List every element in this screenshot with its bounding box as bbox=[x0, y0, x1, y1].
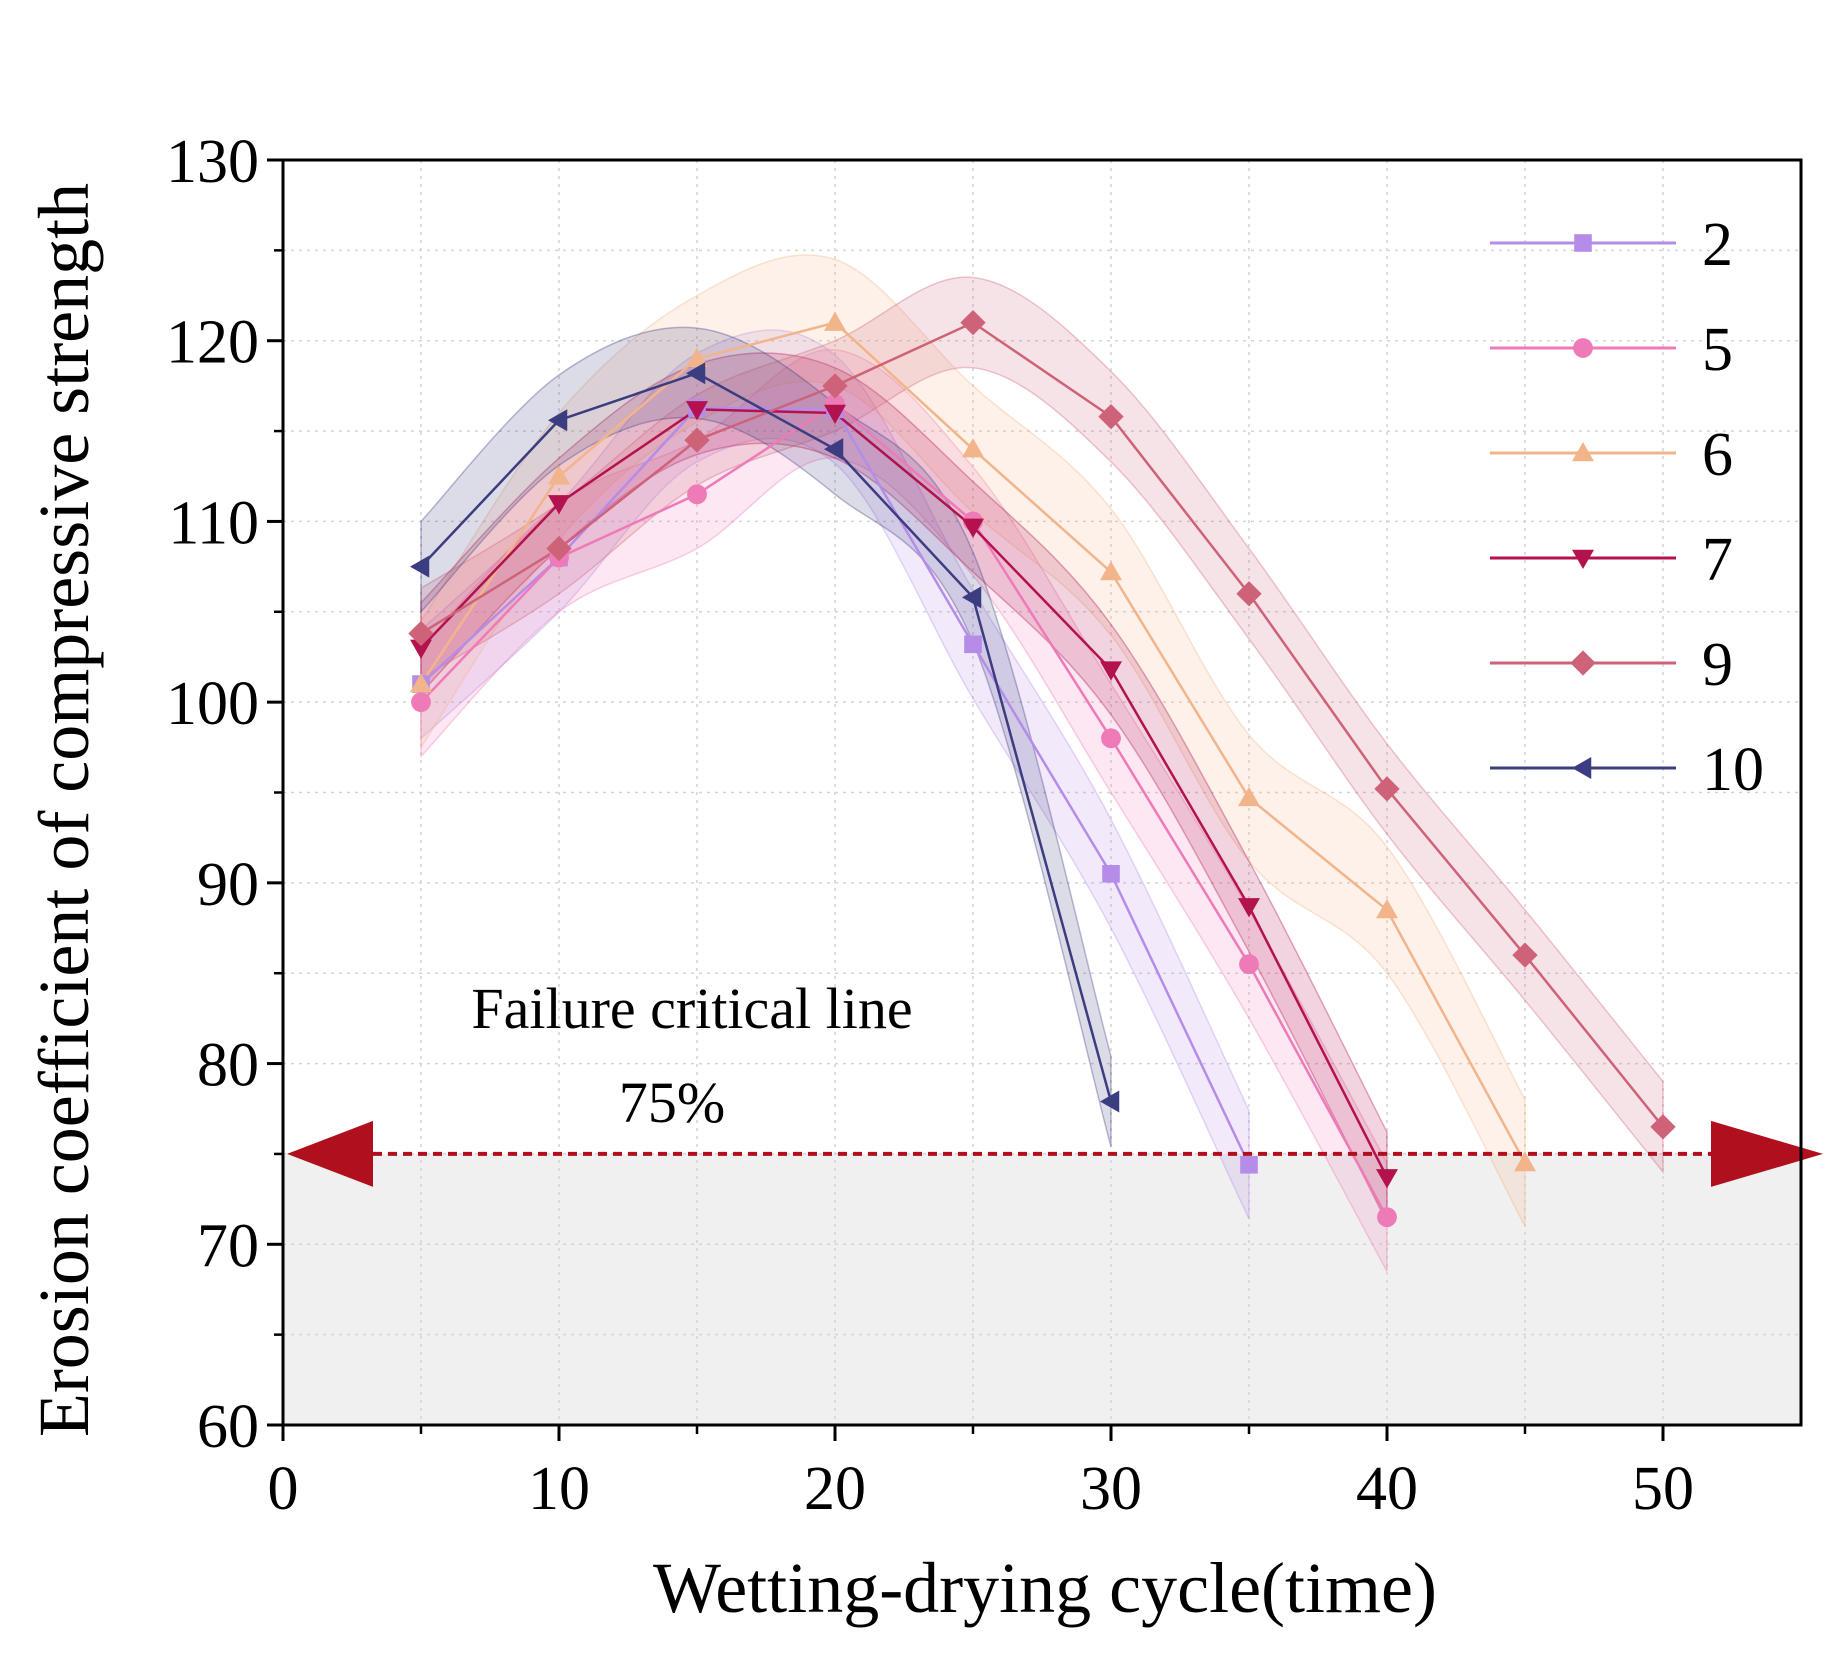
series-markers bbox=[408, 309, 1676, 1228]
legend-label-10: 10 bbox=[1702, 736, 1764, 804]
point-series-5-x30 bbox=[1101, 728, 1121, 749]
y-tick-label: 120 bbox=[166, 309, 259, 377]
point-series-10-x20 bbox=[824, 438, 844, 461]
legend-marker-7 bbox=[1572, 549, 1594, 569]
band-series-5 bbox=[420, 349, 1388, 1272]
point-series-9-x10 bbox=[546, 535, 572, 562]
y-tick-label: 90 bbox=[197, 851, 259, 919]
band-series-10 bbox=[420, 326, 1112, 1147]
point-series-6-x30 bbox=[1100, 561, 1122, 581]
y-tick-label: 60 bbox=[197, 1393, 259, 1461]
point-series-7-x5 bbox=[410, 639, 432, 659]
y-tick-label: 100 bbox=[166, 670, 259, 738]
point-series-7-x30 bbox=[1100, 661, 1122, 681]
point-series-6-x25 bbox=[962, 438, 984, 458]
critical-arrow-right bbox=[1711, 1120, 1823, 1187]
point-series-9-x50 bbox=[1650, 1114, 1676, 1140]
legend-label-9: 9 bbox=[1702, 631, 1733, 699]
point-series-10-x10 bbox=[548, 409, 568, 432]
point-series-9-x45 bbox=[1512, 942, 1538, 968]
line-series-5 bbox=[420, 402, 1389, 1218]
failure-zone bbox=[283, 1153, 1801, 1425]
point-series-9-x30 bbox=[1098, 403, 1124, 430]
y-tick-label: 130 bbox=[166, 128, 259, 196]
point-series-6-x15 bbox=[686, 347, 708, 368]
grid bbox=[283, 160, 1801, 1425]
point-series-6-x40 bbox=[1376, 898, 1398, 919]
point-series-2-x25 bbox=[964, 635, 982, 654]
line-series-10 bbox=[420, 371, 1113, 1102]
legend-marker-5 bbox=[1573, 338, 1593, 358]
point-series-7-x15 bbox=[686, 401, 708, 421]
line-series-9 bbox=[420, 321, 1664, 1128]
point-series-6-x10 bbox=[548, 465, 570, 485]
point-series-9-x15 bbox=[684, 427, 710, 453]
x-tick-label: 40 bbox=[1356, 1455, 1418, 1523]
band-series-2 bbox=[420, 329, 1250, 1220]
legend-label-7: 7 bbox=[1702, 526, 1733, 594]
legend-marker-2 bbox=[1574, 234, 1592, 252]
point-series-7-x35 bbox=[1238, 898, 1260, 918]
legend-label-6: 6 bbox=[1702, 421, 1733, 489]
point-series-5-x5 bbox=[411, 692, 431, 713]
legend-label-2: 2 bbox=[1702, 211, 1733, 279]
x-tick-label: 50 bbox=[1632, 1455, 1694, 1523]
point-series-6-x35 bbox=[1238, 786, 1260, 807]
legend-marker-10 bbox=[1572, 757, 1592, 779]
point-series-10-x5 bbox=[410, 555, 430, 578]
y-axis-title: Erosion coefficient of compressive stren… bbox=[24, 183, 104, 1437]
point-series-7-x25 bbox=[962, 518, 984, 538]
point-series-5-x35 bbox=[1239, 954, 1259, 975]
y-tick-label: 80 bbox=[197, 1032, 259, 1100]
point-series-9-x20 bbox=[822, 373, 848, 399]
y-tick-label: 110 bbox=[168, 489, 259, 557]
critical-arrow-left bbox=[287, 1120, 373, 1187]
legend-label-5: 5 bbox=[1702, 316, 1733, 384]
point-series-9-x5 bbox=[408, 620, 434, 647]
point-series-10-x15 bbox=[686, 362, 706, 385]
point-series-5-x15 bbox=[687, 484, 707, 505]
x-tick-label: 30 bbox=[1080, 1455, 1142, 1523]
point-series-9-x35 bbox=[1236, 581, 1262, 607]
line-series-7 bbox=[420, 408, 1389, 1178]
point-series-10-x30 bbox=[1100, 1090, 1120, 1113]
point-series-6-x45 bbox=[1514, 1151, 1536, 1172]
critical-line-value: 75% bbox=[619, 1070, 725, 1135]
point-series-9-x25 bbox=[960, 309, 986, 336]
critical-line-group bbox=[287, 1120, 1823, 1187]
failure-region bbox=[283, 1153, 1801, 1425]
point-series-2-x30 bbox=[1102, 865, 1120, 883]
ticks: 0 10 20 30 40 50 60 70 80 90 100 110 120 130 bbox=[166, 128, 1694, 1523]
critical-line-label: Failure critical line bbox=[471, 976, 912, 1041]
point-series-7-x40 bbox=[1376, 1169, 1398, 1189]
point-series-10-x25 bbox=[962, 586, 982, 609]
point-series-6-x20 bbox=[824, 311, 846, 331]
x-tick-label: 0 bbox=[268, 1455, 299, 1523]
x-tick-label: 20 bbox=[804, 1455, 866, 1523]
point-series-2-x35 bbox=[1240, 1155, 1258, 1174]
point-series-7-x10 bbox=[548, 495, 570, 515]
y-tick-label: 70 bbox=[197, 1212, 259, 1280]
x-axis-title: Wetting-drying cycle(time) bbox=[653, 1548, 1437, 1628]
legend-marker-6 bbox=[1572, 442, 1594, 462]
point-series-7-x20 bbox=[824, 404, 846, 424]
point-series-9-x40 bbox=[1374, 776, 1400, 802]
point-series-6-x5 bbox=[410, 673, 432, 693]
legend-marker-9 bbox=[1570, 650, 1596, 676]
legend: 2 5 6 7 9 10 bbox=[1490, 211, 1764, 804]
point-series-5-x40 bbox=[1377, 1207, 1397, 1228]
x-tick-label: 10 bbox=[528, 1455, 590, 1523]
